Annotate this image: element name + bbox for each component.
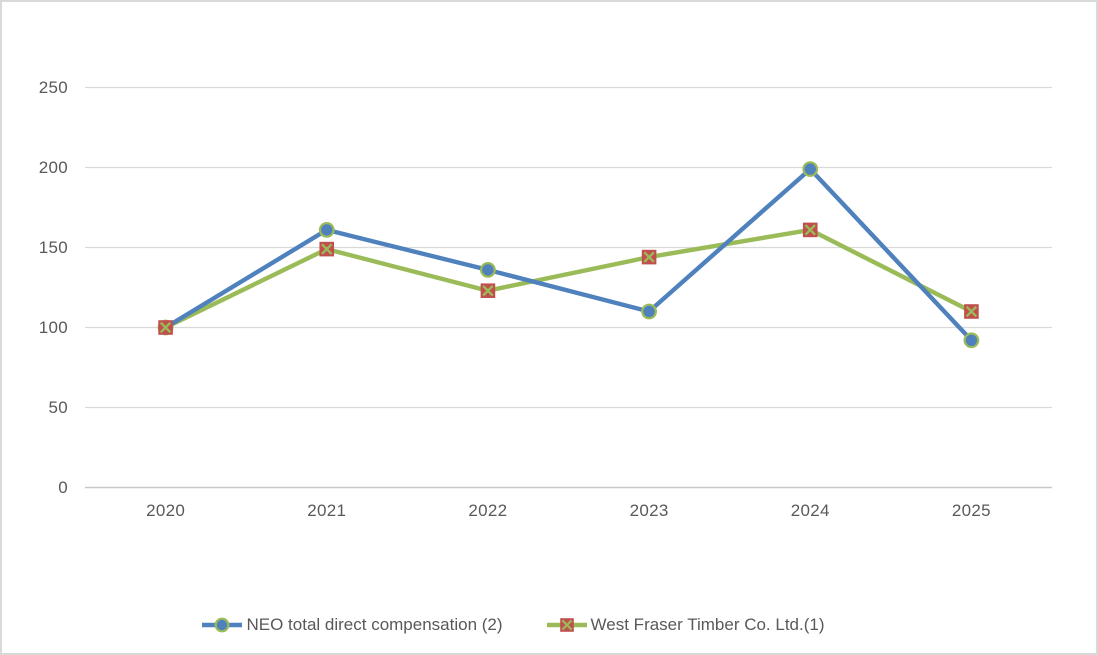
- y-axis-tick-label: 200: [38, 157, 68, 177]
- data-point-marker-x-stroke: [159, 321, 172, 334]
- legend-item-west-fraser: West Fraser Timber Co. Ltd.(1): [546, 615, 825, 635]
- data-point-marker-x-stroke: [804, 224, 816, 236]
- data-point-marker-x-stroke: [482, 285, 494, 297]
- legend: NEO total direct compensation (2) West F…: [2, 615, 1060, 635]
- data-point-marker-x-stroke: [643, 251, 655, 263]
- y-axis-tick-label: 150: [38, 237, 68, 257]
- legend-label-neo: NEO total direct compensation (2): [246, 615, 503, 634]
- data-point-marker-circle: [802, 161, 819, 178]
- x-axis-tick-label: 2023: [629, 501, 669, 520]
- series-line-0: [163, 166, 974, 343]
- legend-item-neo: NEO total direct compensation (2): [201, 615, 503, 635]
- series-line-1: [163, 227, 974, 330]
- data-point-marker-x-stroke: [321, 243, 333, 255]
- x-axis-tick-label: 2022: [468, 501, 508, 520]
- y-axis-tick-label: 0: [58, 477, 68, 497]
- data-point-marker-circle: [318, 221, 335, 238]
- x-axis-tick-label: 2020: [146, 501, 186, 520]
- data-point-marker-square: [319, 241, 335, 257]
- data-point-marker-x-stroke: [159, 321, 172, 334]
- data-point-marker-circle: [157, 319, 174, 336]
- data-point-marker-circle: [963, 332, 980, 349]
- data-point-marker-square: [158, 320, 173, 335]
- data-point-marker-x-stroke: [321, 243, 333, 255]
- data-point-marker-circle: [480, 262, 496, 278]
- legend-label-west-fraser: West Fraser Timber Co. Ltd.(1): [590, 615, 825, 634]
- data-point-marker-square: [480, 283, 496, 298]
- data-point-marker-square: [641, 249, 657, 265]
- data-point-marker-square: [802, 222, 818, 238]
- data-point-marker-x-stroke: [643, 251, 655, 263]
- legend-line-x-square-marker-icon: [546, 618, 587, 632]
- x-axis-tick-label: 2021: [307, 501, 347, 520]
- data-point-marker-circle: [641, 303, 657, 320]
- data-point-marker-x-stroke: [804, 224, 816, 236]
- data-point-marker-x-stroke: [482, 285, 494, 297]
- y-axis-tick-label: 100: [38, 317, 68, 337]
- x-axis-tick-label: 2024: [790, 501, 830, 520]
- legend-line-circle-marker-icon: [202, 617, 243, 633]
- x-axis-tick-label: 2025: [951, 501, 991, 520]
- data-point-marker-x-stroke: [965, 305, 978, 318]
- y-axis-tick-label: 50: [48, 397, 68, 417]
- data-point-marker-square: [964, 304, 979, 319]
- y-axis-tick-label: 250: [38, 77, 68, 97]
- data-point-marker-x-stroke: [965, 305, 978, 318]
